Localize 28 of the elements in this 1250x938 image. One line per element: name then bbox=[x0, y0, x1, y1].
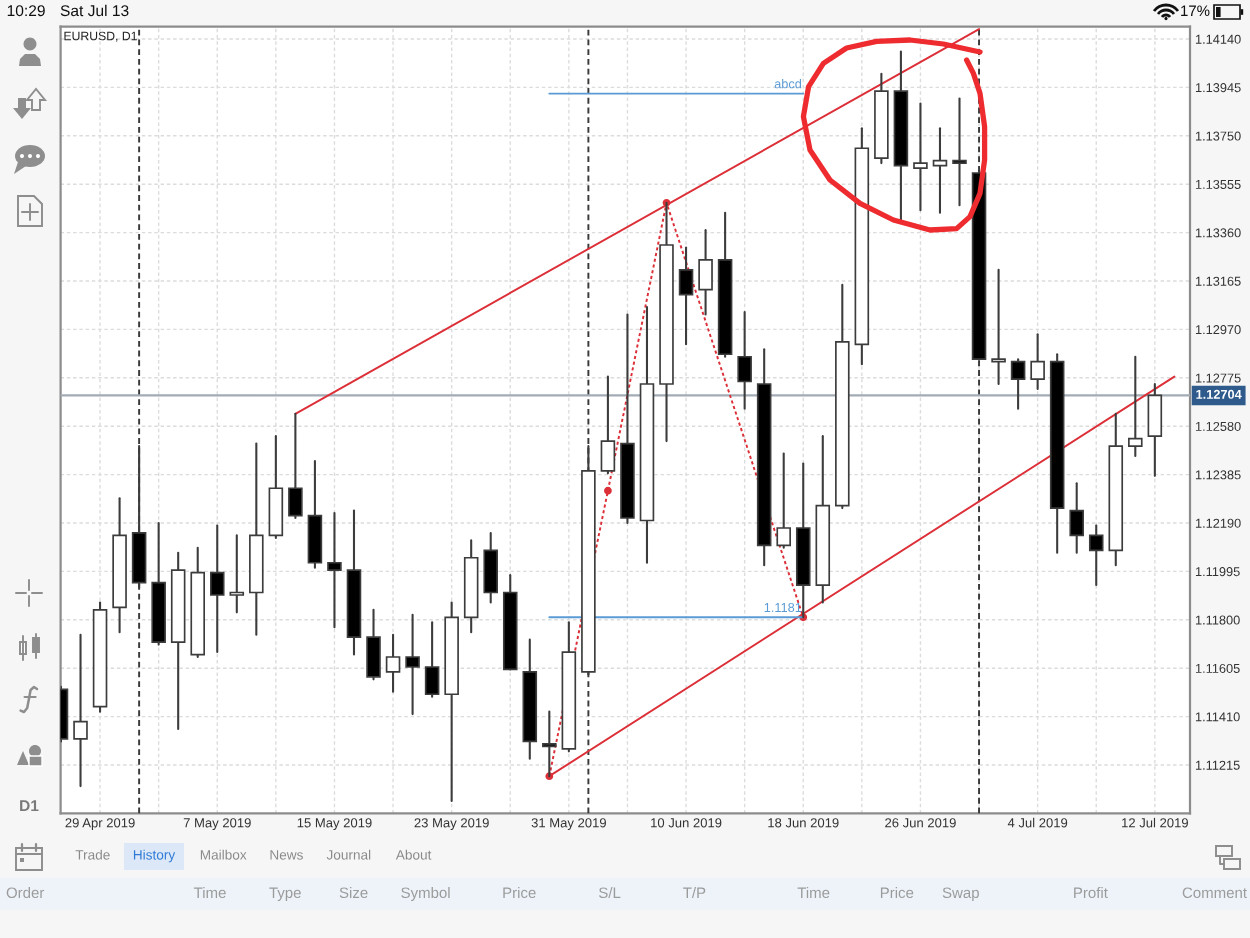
candlestick bbox=[952, 97, 967, 207]
candlestick bbox=[1030, 333, 1045, 391]
candlestick bbox=[268, 435, 284, 539]
candlestick bbox=[1128, 355, 1143, 458]
candlestick bbox=[405, 613, 420, 716]
candlestick bbox=[678, 246, 694, 346]
candlestick bbox=[776, 452, 791, 549]
candlestick bbox=[1069, 482, 1084, 554]
candlestick bbox=[1010, 358, 1026, 410]
candlestick bbox=[1147, 382, 1163, 477]
candlestick bbox=[385, 633, 401, 693]
candlestick bbox=[73, 633, 88, 788]
candlestick bbox=[424, 621, 440, 698]
candlestick bbox=[737, 310, 752, 410]
candlestick bbox=[913, 102, 928, 212]
candlestick bbox=[307, 459, 323, 569]
candlestick bbox=[366, 608, 381, 681]
candlestick bbox=[483, 531, 498, 604]
candlestick bbox=[600, 375, 616, 475]
candlestick bbox=[209, 524, 225, 654]
candlestick bbox=[991, 268, 1006, 386]
candlestick bbox=[1088, 524, 1104, 587]
candlestick bbox=[698, 229, 713, 316]
candlestick bbox=[327, 512, 342, 629]
candlestick bbox=[229, 534, 245, 614]
candlestick bbox=[542, 710, 557, 778]
candlestick bbox=[288, 412, 303, 520]
point bbox=[604, 486, 612, 495]
